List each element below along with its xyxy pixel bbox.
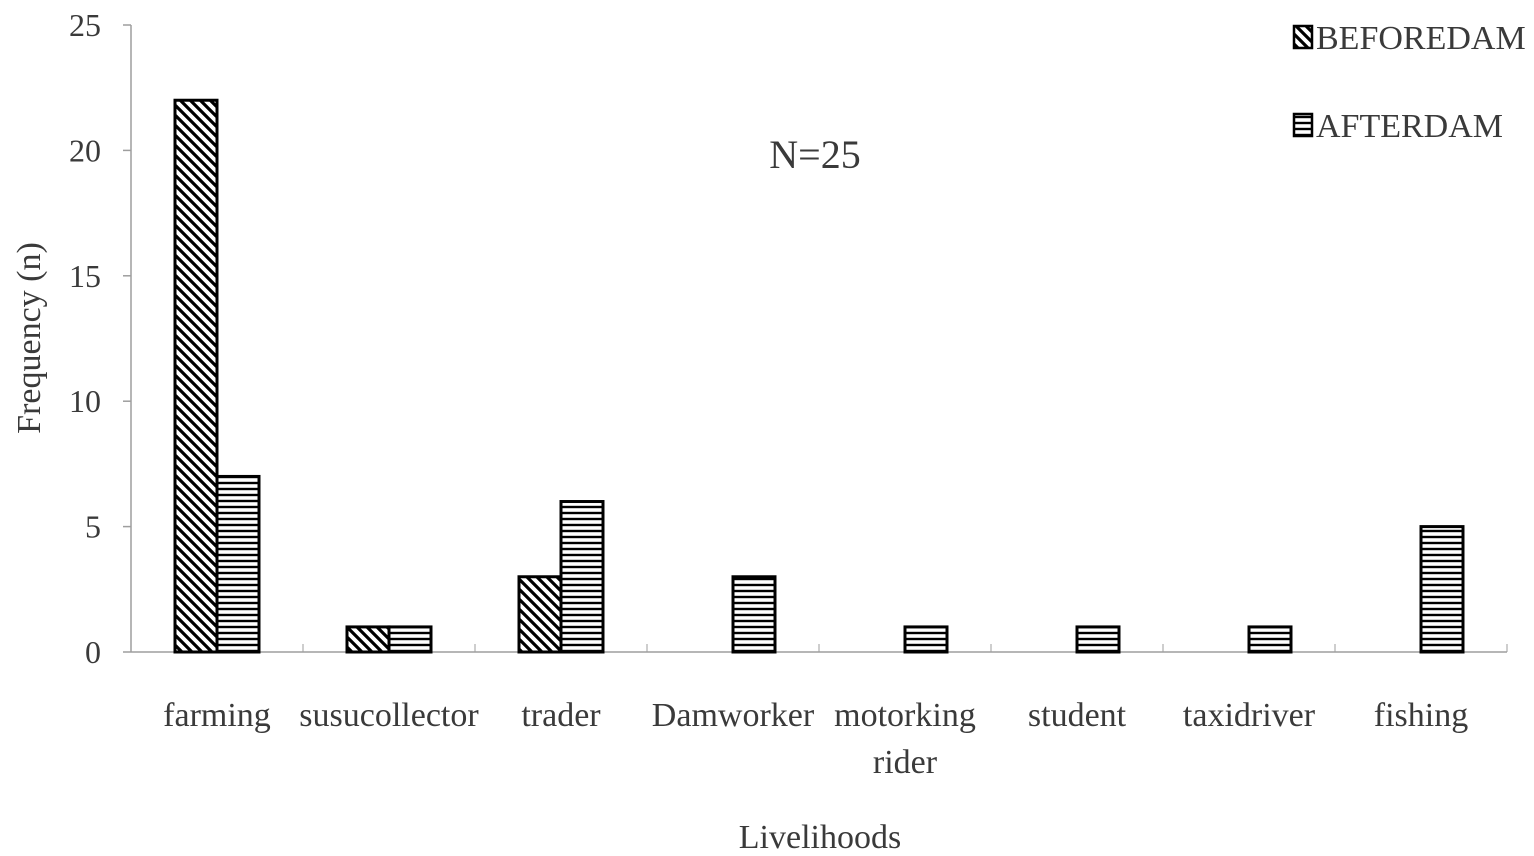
y-tick-label: 5: [85, 509, 101, 545]
x-category-label: trader: [521, 697, 601, 734]
bar-beforedam-trader: [517, 575, 563, 654]
y-tick-label: 20: [69, 132, 101, 168]
legend-label-afterdam: AFTERDAM: [1316, 108, 1503, 145]
sample-size-annotation: N=25: [769, 132, 860, 177]
x-axis-title: Livelihoods: [739, 819, 901, 856]
bar-afterdam-student: [1075, 625, 1121, 654]
y-tick-label: 10: [69, 383, 101, 419]
x-category-label: susucollector: [299, 697, 479, 734]
y-tick-label: 25: [69, 7, 101, 43]
legend-label-beforedam: BEFOREDAM: [1316, 20, 1526, 57]
x-category-label: student: [1028, 697, 1127, 734]
x-category-label: taxidriver: [1183, 697, 1316, 734]
x-category-label: motorking: [834, 697, 976, 734]
bar-afterdam-taxidriver: [1247, 625, 1293, 654]
bar-afterdam-motorking-rider: [903, 625, 949, 654]
x-category-label: fishing: [1374, 697, 1468, 734]
bar-afterdam-damworker: [731, 575, 777, 654]
bar-beforedam-susucollector: [345, 625, 391, 654]
x-category-label: farming: [163, 697, 271, 734]
bar-afterdam-trader: [559, 500, 605, 654]
bar-afterdam-farming: [215, 474, 261, 654]
y-tick-label: 0: [85, 634, 101, 670]
bar-afterdam-susucollector: [387, 625, 433, 654]
x-category-label: rider: [873, 744, 938, 781]
legend-swatch-afterdam: [1292, 112, 1314, 138]
y-tick-label: 15: [69, 258, 101, 294]
bar-afterdam-fishing: [1419, 525, 1465, 654]
x-category-label: Damworker: [652, 697, 815, 734]
y-axis-title: Frequency (n): [11, 242, 48, 434]
legend-swatch-beforedam: [1292, 24, 1314, 50]
bar-beforedam-farming: [173, 98, 219, 654]
